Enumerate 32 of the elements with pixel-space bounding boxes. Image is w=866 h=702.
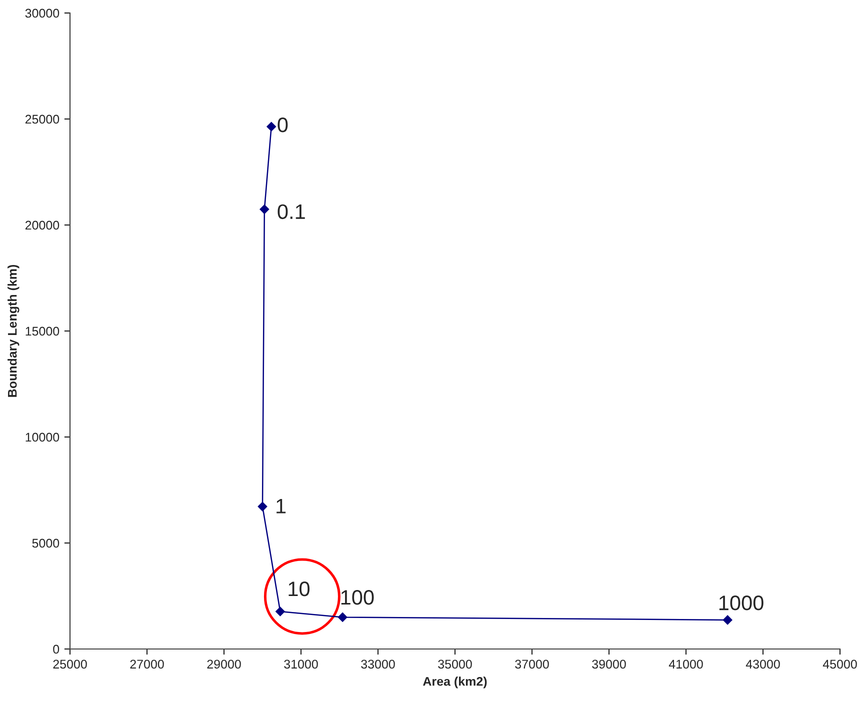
x-tick-label: 29000 [207, 660, 241, 669]
point [258, 502, 268, 512]
x-tick-label: 31000 [284, 660, 318, 669]
annotation: 1000 [719, 596, 764, 610]
point [338, 612, 348, 622]
point [260, 204, 270, 214]
x-tick-label: 27000 [130, 660, 164, 669]
y-tick-label: 30000 [25, 8, 60, 18]
x-tick-label: 33000 [361, 660, 395, 669]
point [275, 606, 286, 616]
annotation: 100 [341, 590, 374, 605]
annotation: 0.1 [278, 204, 305, 220]
x-axis-title: Area (km2) [423, 676, 487, 688]
x-tick-label: 37000 [515, 660, 549, 669]
x-tick-label: 39000 [592, 660, 626, 669]
x-tick-label: 43000 [746, 660, 780, 669]
x-tick-label: 41000 [668, 660, 703, 669]
annotation: 1 [276, 498, 286, 514]
y-tick-label: 0 [53, 644, 60, 654]
y-tick-label: 20000 [25, 220, 60, 230]
x-tick-label: 35000 [438, 660, 472, 669]
point [266, 122, 276, 132]
y-tick-label: 5000 [32, 538, 60, 548]
y-axis-title: Boundary Length (km) [8, 264, 20, 397]
x-tick-label: 25000 [53, 660, 87, 669]
annotation: 0 [278, 117, 288, 132]
point [722, 615, 732, 625]
y-tick-label: 15000 [26, 326, 60, 336]
y-tick-label: 25000 [25, 114, 60, 124]
y-tick-label: 10000 [26, 432, 60, 442]
x-tick-label: 45000 [822, 660, 857, 669]
annotation: 10 [288, 581, 310, 596]
